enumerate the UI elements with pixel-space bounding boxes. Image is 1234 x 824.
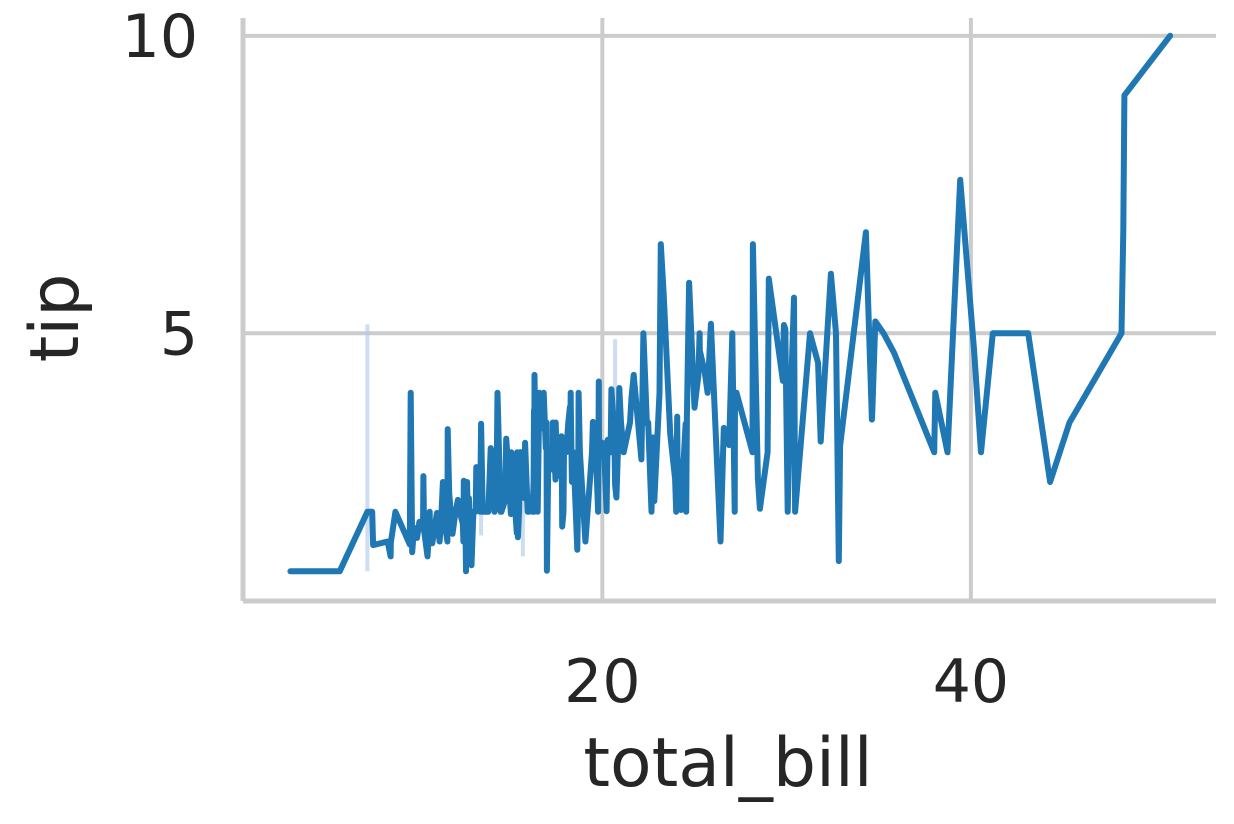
y-tick-label: 10: [122, 2, 198, 72]
grid-lines: [243, 18, 1216, 601]
y-tick-label: 5: [160, 299, 198, 369]
series-line: [287, 32, 1174, 575]
axis-spines: [240, 18, 1216, 604]
x-axis-label: total_bill: [583, 724, 872, 803]
x-tick-label: 20: [564, 647, 640, 717]
tick-labels: 20 40 5 10: [122, 2, 1009, 717]
series-lines: [287, 32, 1174, 575]
x-tick-label: 40: [933, 647, 1009, 717]
y-axis-label: tip: [16, 274, 95, 363]
